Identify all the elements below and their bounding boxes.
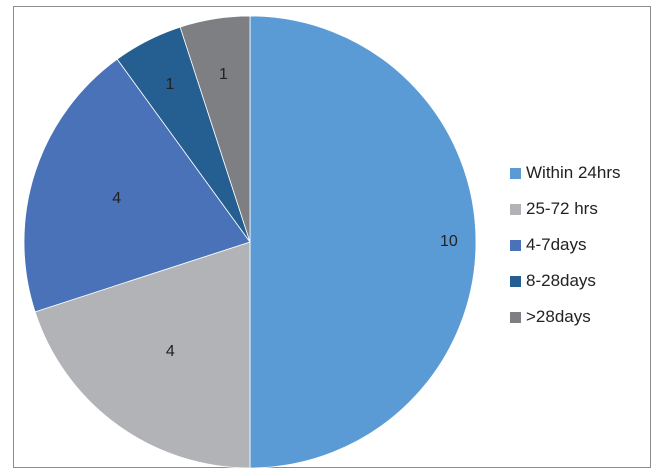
data-label-3: 1 xyxy=(166,76,175,93)
pie-slices xyxy=(23,15,477,469)
legend-swatch-3 xyxy=(510,275,521,287)
legend-swatch-4 xyxy=(510,311,521,323)
data-label-2: 4 xyxy=(112,190,121,207)
legend-item-2: 4-7days xyxy=(510,227,620,263)
legend-item-4: >28days xyxy=(510,299,620,335)
legend-swatch-0 xyxy=(510,167,521,179)
legend-label-0: Within 24hrs xyxy=(526,163,621,182)
pie-data-labels: 10 4 4 1 1 xyxy=(112,66,458,360)
pie-slice-4 xyxy=(179,15,251,243)
pie-slice-1 xyxy=(34,241,251,469)
legend-label-4: >28days xyxy=(526,307,591,326)
pie-slice-2 xyxy=(23,58,251,313)
pie-slice-0 xyxy=(249,15,477,469)
legend: Within 24hrs 25-72 hrs 4-7days 8-28days >28d… xyxy=(510,155,620,335)
data-label-4: 1 xyxy=(219,66,228,83)
legend-item-0: Within 24hrs xyxy=(510,155,620,191)
legend-item-3: 8-28days xyxy=(510,263,620,299)
legend-item-1: 25-72 hrs xyxy=(510,191,620,227)
legend-label-2: 4-7days xyxy=(526,235,587,254)
legend-swatch-2 xyxy=(510,239,521,251)
legend-label-3: 8-28days xyxy=(526,271,596,290)
data-label-0: 10 xyxy=(440,233,458,250)
data-label-1: 4 xyxy=(166,343,175,360)
legend-swatch-1 xyxy=(510,203,521,215)
legend-label-1: 25-72 hrs xyxy=(526,199,598,218)
